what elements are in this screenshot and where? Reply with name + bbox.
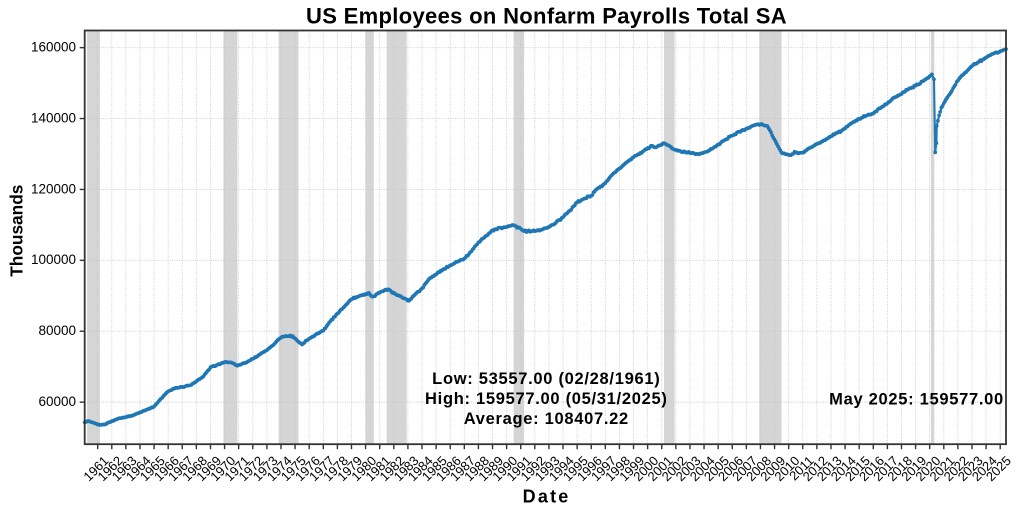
svg-text:60000: 60000 xyxy=(38,394,76,409)
svg-text:160000: 160000 xyxy=(31,40,76,55)
svg-text:80000: 80000 xyxy=(38,323,76,338)
svg-text:May 2025: 159577.00: May 2025: 159577.00 xyxy=(829,390,1004,408)
svg-text:Low: 53557.00 (02/28/1961): Low: 53557.00 (02/28/1961) xyxy=(432,370,660,388)
svg-text:High: 159577.00 (05/31/2025): High: 159577.00 (05/31/2025) xyxy=(425,390,668,408)
svg-text:Average: 108407.22: Average: 108407.22 xyxy=(464,410,629,428)
svg-text:120000: 120000 xyxy=(31,181,76,196)
svg-text:US Employees on Nonfarm Payrol: US Employees on Nonfarm Payrolls Total S… xyxy=(306,4,787,29)
svg-text:Date: Date xyxy=(523,486,571,506)
svg-text:Thousands: Thousands xyxy=(6,185,26,277)
svg-text:100000: 100000 xyxy=(31,252,76,267)
svg-text:140000: 140000 xyxy=(31,110,76,125)
